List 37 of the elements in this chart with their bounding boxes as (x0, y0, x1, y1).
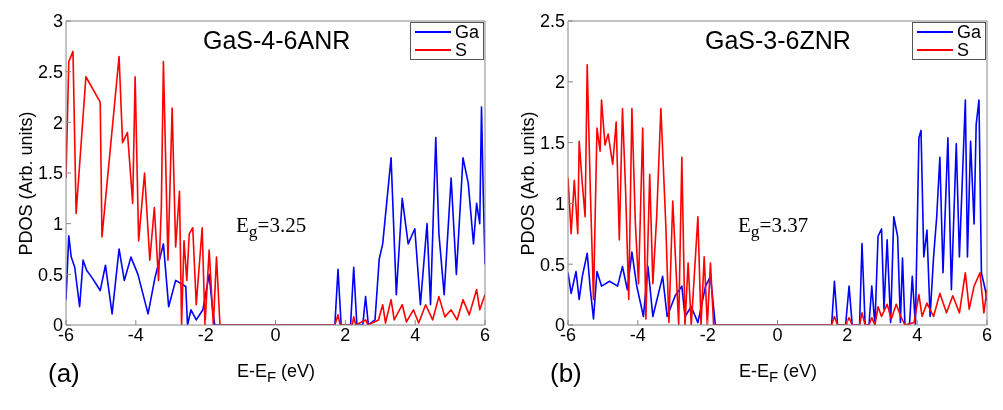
legend-label: Ga (454, 22, 479, 42)
x-tick-label: 6 (479, 324, 491, 345)
x-tick-label: -2 (197, 324, 214, 345)
chart-title: GaS-4-6ANR (203, 26, 351, 55)
y-axis-title: PDOS (Arb. units) (517, 110, 539, 258)
x-tick-label: -2 (699, 324, 716, 345)
y-tick-label: 1 (52, 214, 63, 235)
y-tick-label: 0.5 (539, 254, 565, 275)
y-tick-label: 1.5 (37, 163, 63, 184)
text: (a) (48, 358, 80, 389)
annotation: E$_{g}$=3.25 (236, 213, 307, 243)
chart-title: GaS-3-6ZNR (705, 26, 851, 55)
legend-label: S (454, 40, 467, 60)
x-axis-title: E-E$_{F}$ (eV) (738, 361, 818, 385)
y-tick-label: 2 (52, 112, 63, 133)
y-tick-label: 1.5 (539, 132, 565, 153)
y-tick-label: 0.5 (37, 264, 63, 285)
x-tick-label: 4 (912, 324, 923, 345)
x-tick-label: 6 (981, 324, 993, 345)
y-tick-label: 2.5 (539, 11, 565, 32)
x-tick-label: 0 (772, 324, 783, 345)
legend-label: Ga (956, 22, 981, 42)
text: (b) (550, 358, 582, 389)
x-tick-label: 2 (842, 324, 853, 345)
y-tick-label: 2 (554, 72, 565, 93)
legend-label: S (956, 40, 969, 60)
x-tick-label: 4 (410, 324, 421, 345)
y-tick-label: 2.5 (37, 62, 63, 83)
y-axis-title: PDOS (Arb. units) (15, 110, 37, 258)
y-tick-label: 3 (52, 11, 63, 32)
x-axis-title: E-E$_{F}$ (eV) (236, 361, 316, 385)
x-tick-label: -4 (127, 324, 144, 345)
y-tick-label: 1 (554, 193, 565, 214)
x-tick-label: 0 (270, 324, 281, 345)
x-tick-label: 2 (340, 324, 351, 345)
annotation: E$_{g}$=3.37 (738, 213, 809, 243)
x-tick-label: -4 (629, 324, 646, 345)
